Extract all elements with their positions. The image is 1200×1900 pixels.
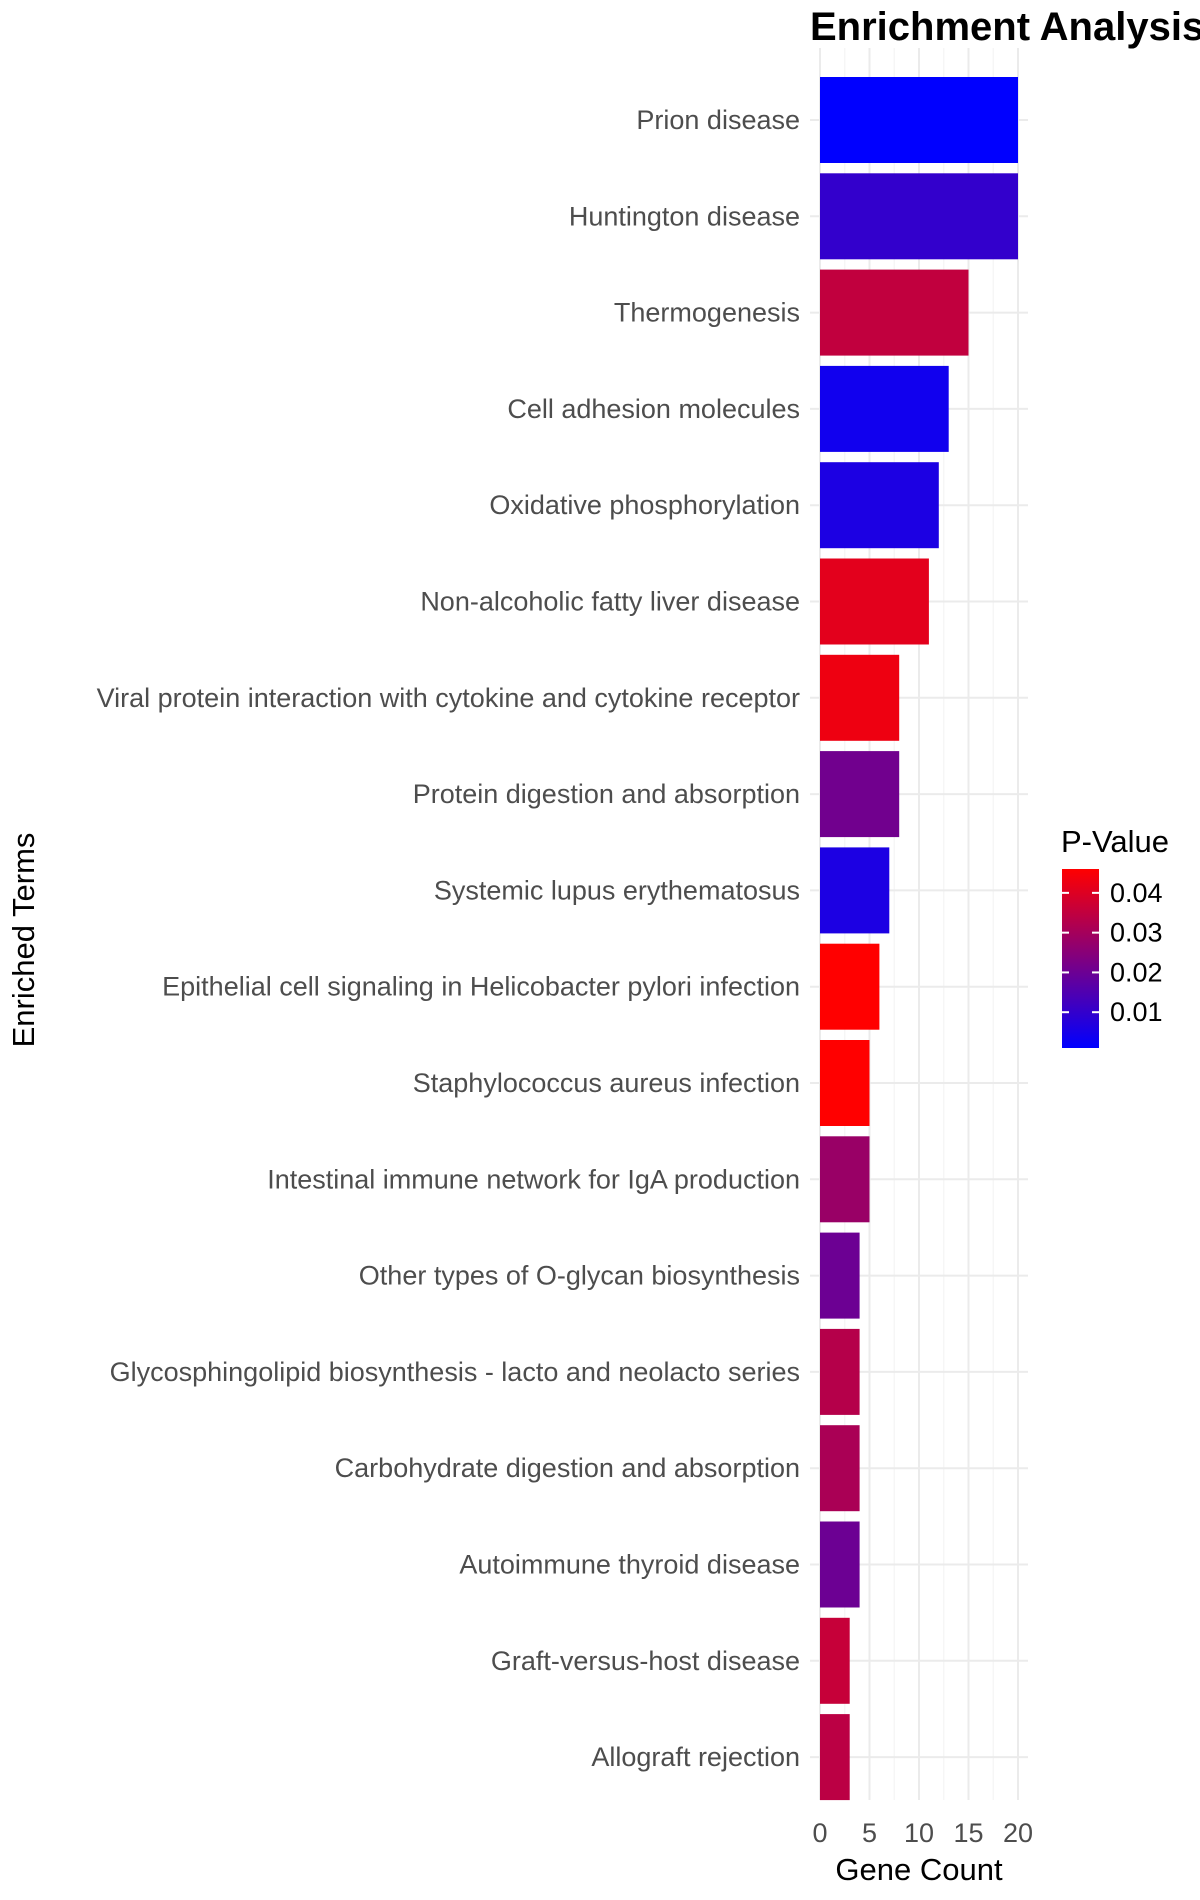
y-tick-label: Graft-versus-host disease [491, 1646, 800, 1676]
bar-oxidative-phosphorylation [820, 462, 939, 549]
p-value-legend: P-Value 0.04 0.03 0.02 0.01 [1061, 824, 1169, 1048]
x-axis-title: Gene Count [835, 1852, 1003, 1887]
x-tick-label: 10 [904, 1818, 934, 1848]
bar-protein-digestion-and-absorption [820, 751, 900, 838]
y-tick-label: Autoimmune thyroid disease [459, 1550, 800, 1580]
bar-viral-protein-interaction-with-cytokine-and-cytokine-receptor [820, 654, 900, 741]
bar-huntington-disease [820, 173, 1018, 260]
y-tick-label: Staphylococcus aureus infection [413, 1068, 800, 1098]
x-tick-label: 0 [812, 1818, 827, 1848]
y-tick-label: Protein digestion and absorption [413, 779, 800, 809]
bar-non-alcoholic-fatty-liver-disease [820, 558, 929, 645]
legend-tick-label: 0.03 [1110, 918, 1163, 948]
y-tick-label: Other types of O-glycan biosynthesis [359, 1261, 800, 1291]
bar-thermogenesis [820, 269, 969, 356]
x-tick-label: 5 [862, 1818, 877, 1848]
chart-title: Enrichment Analysis [810, 5, 1200, 49]
bar-other-types-of-o-glycan-biosynthesis [820, 1232, 860, 1319]
bar-systemic-lupus-erythematosus [820, 847, 890, 934]
legend-title: P-Value [1061, 824, 1169, 859]
y-tick-label: Thermogenesis [614, 298, 800, 328]
y-tick-label: Prion disease [636, 105, 800, 135]
y-tick-label: Intestinal immune network for IgA produc… [267, 1164, 800, 1194]
y-tick-label: Carbohydrate digestion and absorption [335, 1453, 800, 1483]
bar-glycosphingolipid-biosynthesis-lacto-and-neolacto-series [820, 1328, 860, 1415]
y-tick-labels: Prion disease Huntington disease Thermogen… [97, 105, 800, 1772]
y-tick-label: Non-alcoholic fatty liver disease [420, 587, 800, 617]
legend-ticks: 0.04 0.03 0.02 0.01 [1062, 878, 1163, 1027]
legend-tick-label: 0.02 [1110, 957, 1163, 987]
bar-prion-disease [820, 77, 1018, 163]
x-tick-label: 20 [1003, 1818, 1033, 1848]
bar-autoimmune-thyroid-disease [820, 1521, 860, 1608]
legend-tick-label: 0.01 [1110, 997, 1163, 1027]
y-tick-label: Allograft rejection [591, 1742, 800, 1772]
y-tick-label: Cell adhesion molecules [507, 394, 800, 424]
x-tick-label: 15 [953, 1818, 983, 1848]
y-tick-label: Oxidative phosphorylation [489, 490, 800, 520]
bar-carbohydrate-digestion-and-absorption [820, 1425, 860, 1512]
y-axis-title: Enriched Terms [6, 833, 41, 1048]
y-tick-label: Viral protein interaction with cytokine … [97, 683, 800, 713]
legend-colorbar [1062, 869, 1099, 1048]
legend-tick-label: 0.04 [1110, 878, 1163, 908]
bars [820, 77, 1018, 1801]
y-tick-label: Epithelial cell signaling in Helicobacte… [162, 972, 800, 1002]
x-tick-labels: 0 5 10 15 20 [812, 1818, 1033, 1848]
y-tick-label: Huntington disease [569, 201, 800, 231]
bar-intestinal-immune-network-for-iga-production [820, 1136, 870, 1223]
y-tick-label: Glycosphingolipid biosynthesis - lacto a… [110, 1357, 800, 1387]
bar-cell-adhesion-molecules [820, 365, 949, 452]
bar-graft-versus-host-disease [820, 1617, 850, 1704]
bar-allograft-rejection [820, 1714, 850, 1801]
bar-staphylococcus-aureus-infection [820, 1040, 870, 1126]
bar-epithelial-cell-signaling-in-helicobacter-pylori-infection [820, 943, 880, 1030]
y-tick-label: Systemic lupus erythematosus [434, 875, 800, 905]
